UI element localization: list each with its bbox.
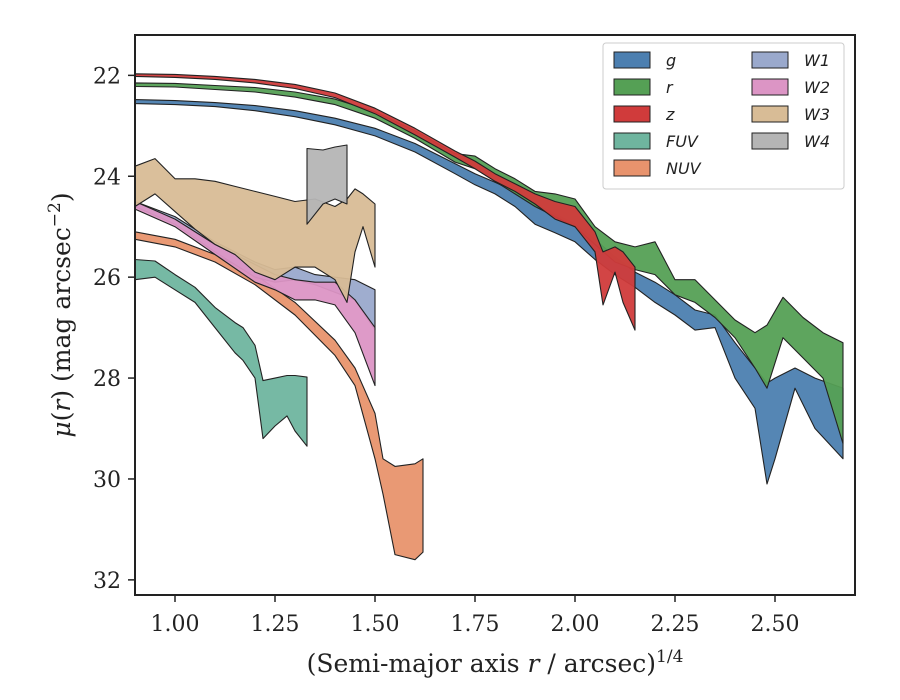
series-band-g (134, 99, 844, 485)
legend: grz FUV NUV W1 W2 W3 W4 (602, 42, 845, 190)
legend-label-w4: W4 (804, 132, 830, 151)
legend-swatch-fuv (613, 132, 651, 150)
x-tick-label: 1.50 (351, 612, 400, 637)
y-tick-label: 22 (93, 64, 121, 89)
y-tick-label: 30 (93, 468, 121, 493)
series-band-w3 (134, 158, 376, 303)
legend-swatch-w3 (751, 105, 789, 123)
series-band-r (134, 82, 844, 445)
x-ticks: 1.00 1.25 1.50 1.75 2.00 2.25 2.50 (151, 595, 800, 637)
legend-label-w1: W1 (804, 51, 830, 70)
x-tick-label: 1.25 (251, 612, 300, 637)
y-tick-label: 32 (93, 569, 121, 594)
legend-label-w3: W3 (804, 105, 830, 124)
legend-swatch-r (613, 78, 651, 96)
legend-swatch-w2 (751, 78, 789, 96)
legend-label-fuv: FUV (666, 132, 699, 151)
x-tick-label: 1.00 (151, 612, 200, 637)
legend-swatch-w1 (751, 51, 789, 69)
legend-label-r: r (666, 78, 674, 97)
series-band-fuv (134, 258, 308, 447)
legend-swatch-g (613, 51, 651, 69)
x-tick-label: 2.25 (651, 612, 700, 637)
y-ticks: 22 24 26 28 30 32 (93, 64, 135, 594)
legend-label-w2: W2 (804, 78, 830, 97)
legend-label-g: g (666, 51, 676, 70)
legend-swatch-w4 (751, 132, 789, 150)
legend-swatch-nuv (613, 159, 651, 177)
series-band-w4 (306, 144, 348, 225)
legend-swatch-z (613, 105, 651, 123)
series-band-nuv (134, 231, 424, 561)
x-tick-label: 1.75 (451, 612, 500, 637)
x-axis-title: (Semi-major axis r / arcsec)1/4 (307, 647, 684, 678)
x-tick-label: 2.00 (551, 612, 600, 637)
y-tick-label: 24 (93, 165, 121, 190)
y-axis-title: μ(r) (mag arcsec−2) (45, 192, 76, 437)
legend-label-nuv: NUV (666, 159, 702, 178)
y-tick-label: 28 (93, 367, 121, 392)
series-band-z (134, 73, 636, 331)
y-tick-label: 26 (93, 266, 121, 291)
legend-label-z: z (665, 105, 675, 124)
plot-frame (134, 34, 856, 596)
x-tick-label: 2.50 (751, 612, 800, 637)
series-layer (134, 73, 844, 561)
